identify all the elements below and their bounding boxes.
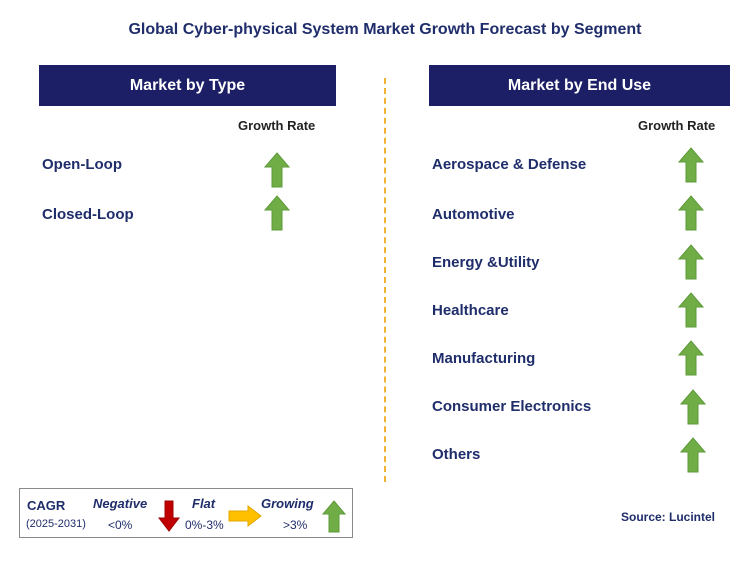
growing-arrow-icon <box>678 147 704 183</box>
market-by-end-use-heading: Market by End Use <box>429 65 730 106</box>
legend-flat-label: Flat <box>192 496 216 511</box>
end-use-row-label-others: Others <box>432 446 481 463</box>
legend-flat-range: 0%-3% <box>185 518 224 532</box>
market-by-type-heading: Market by Type <box>39 65 336 106</box>
growing-arrow-icon <box>678 292 704 328</box>
growing-arrow-icon <box>264 195 290 231</box>
down-arrow-icon <box>158 500 180 532</box>
end-use-row-label-consumer-electronics: Consumer Electronics <box>432 398 592 415</box>
legend-growing-range: >3% <box>283 518 308 532</box>
end-use-row-label-energy-utility: Energy &Utility <box>432 254 540 271</box>
cagr-legend: CAGR (2025-2031) Negative <0% Flat 0%-3%… <box>19 488 353 538</box>
legend-negative-range: <0% <box>108 518 133 532</box>
growing-arrow-icon <box>678 195 704 231</box>
legend-growing-label: Growing <box>261 496 314 511</box>
end-use-row-label-manufacturing: Manufacturing <box>432 350 536 367</box>
legend-period: (2025-2031) <box>26 518 86 530</box>
growing-arrow-icon <box>680 437 706 473</box>
panel-divider <box>384 78 386 482</box>
end-use-row-label-aerospace-defense: Aerospace & Defense <box>432 156 587 173</box>
legend-negative-label: Negative <box>93 496 148 511</box>
growing-arrow-icon <box>678 244 704 280</box>
end-use-row-label-healthcare: Healthcare <box>432 302 509 319</box>
source-credit: Source: Lucintel <box>620 510 715 524</box>
legend-cagr-label: CAGR <box>27 498 66 513</box>
up-arrow-icon <box>322 500 346 533</box>
right-arrow-icon <box>228 505 262 527</box>
growing-arrow-icon <box>678 340 704 376</box>
type-growth-rate-header: Growth Rate <box>238 118 316 133</box>
type-row-label-closed-loop: Closed-Loop <box>42 206 134 223</box>
growing-arrow-icon <box>264 152 290 188</box>
type-row-label-open-loop: Open-Loop <box>42 156 122 173</box>
chart-title: Global Cyber-physical System Market Grow… <box>128 21 642 38</box>
growing-arrow-icon <box>680 389 706 425</box>
end-use-growth-rate-header: Growth Rate <box>638 118 716 133</box>
end-use-row-label-automotive: Automotive <box>432 206 515 223</box>
